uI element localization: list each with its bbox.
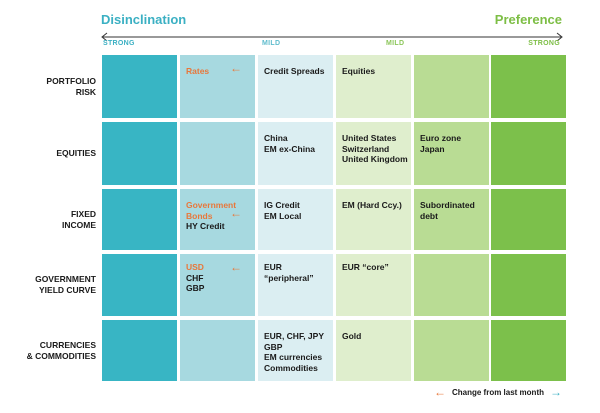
- row-label: GOVERNMENT YIELD CURVE: [8, 274, 96, 296]
- grid-cell: EM (Hard Ccy.): [336, 189, 411, 250]
- grid-cell: [102, 189, 177, 250]
- grid-cell: Subordinated debt: [414, 189, 489, 250]
- right-arrow-icon: →: [550, 385, 562, 399]
- grid-cell: Euro zone Japan: [414, 122, 489, 185]
- allocation-item: EM Local: [264, 210, 302, 221]
- allocation-item: United Kingdom: [342, 154, 408, 164]
- scale-strong-right: STRONG: [528, 40, 560, 47]
- row-label: FIXED INCOME: [8, 209, 96, 231]
- grid-cell: [180, 320, 255, 381]
- change-left-arrow-icon: ←: [230, 206, 242, 220]
- grid-cell: [414, 55, 489, 118]
- grid-cell: [102, 254, 177, 316]
- allocation-item: Bonds: [186, 210, 213, 221]
- row-label: PORTFOLIO RISK: [8, 76, 96, 98]
- grid-cell: EUR “core”: [336, 254, 411, 316]
- allocation-item: Commodities: [264, 362, 318, 373]
- row-label-line: YIELD CURVE: [39, 285, 96, 295]
- allocation-item: EM (Hard Ccy.): [342, 200, 402, 210]
- allocation-item: Gold: [342, 331, 362, 341]
- allocation-item: HY Credit: [186, 221, 225, 231]
- grid-cell: [414, 254, 489, 316]
- allocation-item: Euro zone: [420, 133, 462, 143]
- grid-cell: Rates: [180, 55, 255, 118]
- allocation-item: EUR: [264, 262, 282, 272]
- allocation-item: EUR “core”: [342, 262, 389, 272]
- allocation-item: EM ex-China: [264, 143, 316, 154]
- grid-cell: Credit Spreads: [258, 55, 333, 118]
- row-label-line: GOVERNMENT: [35, 274, 96, 284]
- disinclination-header: Disinclination: [101, 12, 187, 27]
- allocation-item: EUR, CHF, JPY: [264, 331, 324, 341]
- allocation-item: EM currencies: [264, 352, 323, 362]
- grid-cell: [102, 55, 177, 118]
- grid-cell: EUR, CHF, JPY GBP EM currencies Commodities: [258, 320, 333, 381]
- allocation-item: Japan: [420, 143, 445, 154]
- row-label-line: CURRENCIES: [39, 339, 96, 350]
- grid-cell: [102, 122, 177, 185]
- grid-cell: [491, 55, 566, 118]
- allocation-item: CHF: [186, 272, 204, 283]
- grid-cell: Gold: [336, 320, 411, 381]
- allocation-item: China: [264, 133, 288, 143]
- grid-cell: China EM ex-China: [258, 122, 333, 185]
- grid-cell: [180, 122, 255, 185]
- row-label-line: INCOME: [62, 219, 96, 230]
- change-legend: ← Change from last month →: [434, 385, 562, 399]
- grid-cell: USD CHF GBP: [180, 254, 255, 316]
- grid-cell: Equities: [336, 55, 411, 118]
- left-arrow-icon: ←: [433, 385, 446, 399]
- row-label-line: & COMMODITIES: [26, 350, 96, 361]
- allocation-item: Switzerland: [342, 143, 390, 154]
- row-label: EQUITIES: [8, 148, 96, 159]
- allocation-item: Subordinated: [420, 200, 475, 210]
- change-left-arrow-icon: ←: [230, 61, 242, 75]
- allocation-item: GBP: [264, 341, 283, 352]
- allocation-item: USD: [186, 262, 204, 272]
- allocation-item: United States: [342, 133, 397, 143]
- grid-cell: Government Bonds HY Credit: [180, 189, 255, 250]
- row-label-line: FIXED: [70, 208, 96, 219]
- row-label-line: EQUITIES: [56, 148, 96, 158]
- allocation-item: Rates: [186, 66, 210, 76]
- allocation-item: debt: [420, 210, 438, 221]
- change-left-arrow-icon: ←: [230, 260, 242, 274]
- allocation-item: GBP: [186, 283, 205, 293]
- scale-mild-right: MILD: [386, 40, 405, 47]
- grid-cell: [491, 189, 566, 250]
- allocation-item: IG Credit: [264, 200, 300, 210]
- grid-cell: [414, 320, 489, 381]
- allocation-item: “peripheral”: [264, 272, 314, 283]
- grid-cell: [491, 320, 566, 381]
- legend-text: Change from last month: [451, 387, 544, 397]
- allocation-item: Credit Spreads: [264, 66, 325, 76]
- row-label-line: PORTFOLIO: [46, 75, 96, 86]
- preference-header: Preference: [494, 12, 562, 27]
- grid-cell: EUR “peripheral”: [258, 254, 333, 316]
- grid-cell: [491, 254, 566, 316]
- allocation-item: Equities: [342, 66, 376, 76]
- scale-mild-left: MILD: [262, 40, 281, 47]
- grid-cell: United States Switzerland United Kingdom: [336, 122, 411, 185]
- row-label: CURRENCIES & COMMODITIES: [8, 340, 96, 362]
- row-label-line: RISK: [75, 86, 96, 97]
- scale-strong-left: STRONG: [103, 40, 135, 47]
- grid-cell: [491, 122, 566, 185]
- grid-cell: [102, 320, 177, 381]
- allocation-item: Government: [186, 200, 237, 210]
- scale-double-arrow: [101, 32, 563, 42]
- grid-cell: IG Credit EM Local: [258, 189, 333, 250]
